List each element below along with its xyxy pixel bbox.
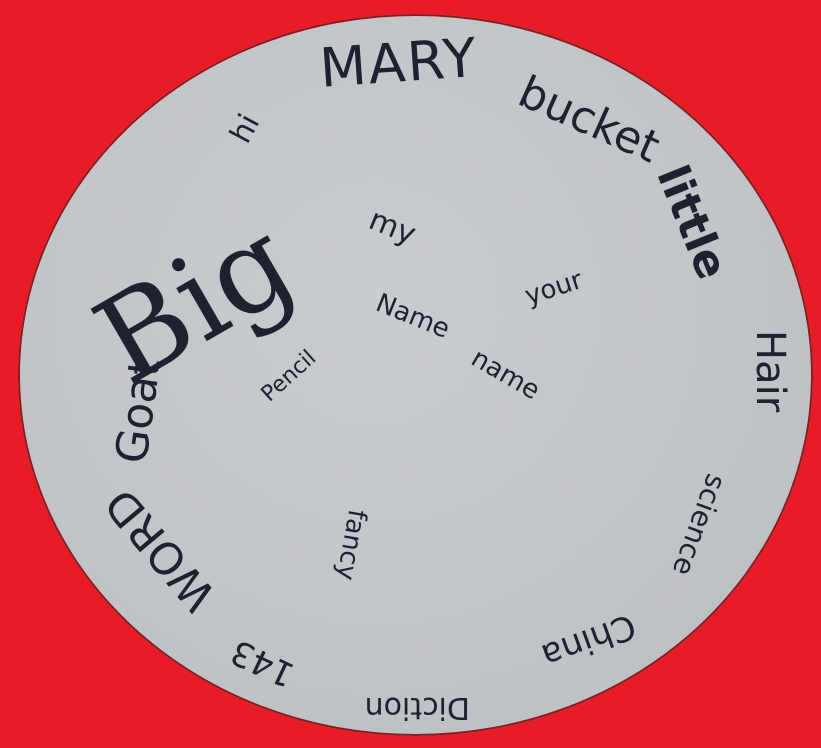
word-bucket: bucket xyxy=(510,66,668,174)
word-name-capital: Name xyxy=(371,288,454,345)
word-hair: Hair xyxy=(747,330,793,413)
word-my: my xyxy=(364,202,421,253)
word-science: science xyxy=(665,469,733,581)
word-mary: MARY xyxy=(317,25,481,100)
word-hi: hi xyxy=(223,108,268,150)
word-name-lower: name xyxy=(466,343,545,407)
word-diction: Diction xyxy=(364,690,470,725)
word-fancy: fancy xyxy=(330,507,372,583)
word-143: 143 xyxy=(224,631,301,695)
word-little: little xyxy=(646,158,738,287)
word-your: your xyxy=(521,265,587,312)
paper-circle xyxy=(18,14,813,736)
word-word: WORD xyxy=(95,478,227,621)
word-china: China xyxy=(536,605,642,677)
word-pencil: Pencil xyxy=(256,345,322,408)
